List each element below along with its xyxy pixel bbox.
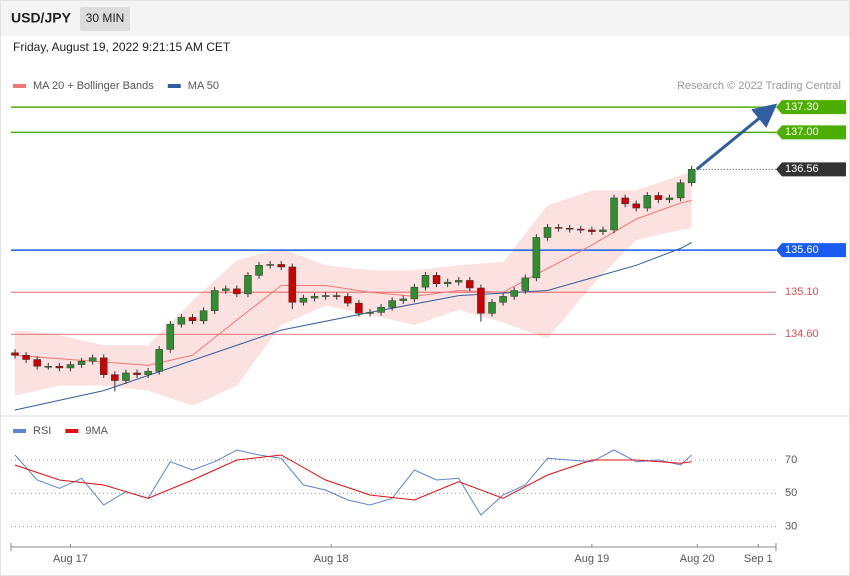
candle-body <box>366 312 374 314</box>
candle-body <box>521 277 530 291</box>
price-level-tag <box>776 162 846 177</box>
candle-body <box>610 197 618 231</box>
credit: Research © 2022 Trading Central <box>677 80 841 92</box>
candle-body <box>665 197 674 200</box>
candle-body <box>122 372 130 381</box>
candle-body <box>222 288 230 291</box>
candle-body <box>632 203 640 209</box>
candle-body <box>299 297 308 303</box>
price-level-label: 136.56 <box>785 163 819 175</box>
candle-body <box>11 352 19 356</box>
candle-body <box>588 229 596 232</box>
price-level-label: 137.30 <box>785 101 819 113</box>
candle-body <box>55 365 64 369</box>
candle-body <box>99 357 108 375</box>
price-level-label: 137.00 <box>785 126 819 138</box>
legend-swatch <box>167 84 181 88</box>
candle-body <box>310 296 319 299</box>
candle-body <box>377 307 385 313</box>
candle-body <box>510 290 518 297</box>
candle-body <box>321 295 330 297</box>
candle-body <box>166 323 175 350</box>
legend-label: RSI <box>33 425 51 437</box>
trend-arrow <box>695 103 778 171</box>
candle-body <box>210 290 219 311</box>
legend-label: MA 20 + Bollinger Bands <box>33 80 154 92</box>
candle-body <box>543 227 552 238</box>
candle-body <box>499 296 507 303</box>
x-tick-label: Aug 20 <box>680 553 715 565</box>
legend-swatch <box>13 429 26 433</box>
candle-body <box>233 288 241 295</box>
candle-body <box>133 372 141 375</box>
candle-body <box>477 287 485 314</box>
candle-body <box>565 227 574 230</box>
candle-body <box>155 349 163 372</box>
candle-body <box>432 275 441 285</box>
x-tick-label: Sep 1 <box>744 553 773 565</box>
candle-body <box>177 317 186 325</box>
candle-body <box>577 228 585 231</box>
y-tick-label: 70 <box>785 454 797 466</box>
candle-body <box>144 371 152 375</box>
candle-body <box>111 374 119 381</box>
candle-body <box>344 296 352 304</box>
candle-body <box>466 280 474 289</box>
candle-body <box>488 302 496 314</box>
candle-body <box>355 302 363 314</box>
candle-body <box>388 300 396 308</box>
candle-body <box>288 266 297 303</box>
x-tick-label: Aug 17 <box>53 553 88 565</box>
x-tick-label: Aug 18 <box>314 553 349 565</box>
candle-body <box>654 195 663 200</box>
candle-body <box>621 197 629 205</box>
price-level-label: 135.10 <box>785 286 819 298</box>
price-level-label: 135.60 <box>785 244 819 256</box>
legend-label: MA 50 <box>188 80 219 92</box>
candle-body <box>199 310 208 322</box>
bollinger-band <box>15 171 692 406</box>
candle-body <box>643 195 652 209</box>
candle-body <box>410 286 419 300</box>
candle-body <box>66 364 75 369</box>
candle-body <box>88 357 97 362</box>
price-level-tag <box>776 243 846 258</box>
candle-body <box>443 281 452 285</box>
symbol: USD/JPY <box>11 10 72 26</box>
header-bar <box>0 0 850 36</box>
candle-body <box>277 264 285 268</box>
moving-average <box>14 200 692 366</box>
candle-body <box>399 298 408 301</box>
candle-body <box>44 365 53 368</box>
interval[interactable]: 30 MIN <box>86 11 125 25</box>
candle-body <box>599 229 607 232</box>
candle-body <box>554 227 563 229</box>
candle-body <box>454 280 463 283</box>
candle-body <box>332 295 341 297</box>
candle-body <box>188 317 197 322</box>
interval-button[interactable] <box>80 7 130 31</box>
candle-body <box>22 355 30 360</box>
timestamp: Friday, August 19, 2022 9:21:15 AM CET <box>13 40 231 54</box>
candle-body <box>33 359 41 367</box>
price-level-label: 134.60 <box>785 328 819 340</box>
legend-swatch <box>13 84 26 88</box>
legend-label: 9MA <box>85 425 108 437</box>
candle-body <box>266 264 274 266</box>
candle-body <box>77 360 86 365</box>
candle-body <box>687 169 696 184</box>
candle-body <box>244 275 252 295</box>
candle-body <box>255 265 263 276</box>
price-level-tag <box>776 100 846 115</box>
candle-body <box>421 275 430 288</box>
price-level-tag <box>776 125 846 140</box>
rsi-line <box>14 454 692 501</box>
legend-swatch <box>65 429 79 433</box>
candle-body <box>532 237 541 279</box>
x-tick-label: Aug 19 <box>574 553 609 565</box>
y-tick-label: 50 <box>785 487 797 499</box>
y-tick-label: 30 <box>785 521 797 533</box>
candle-body <box>676 182 685 199</box>
